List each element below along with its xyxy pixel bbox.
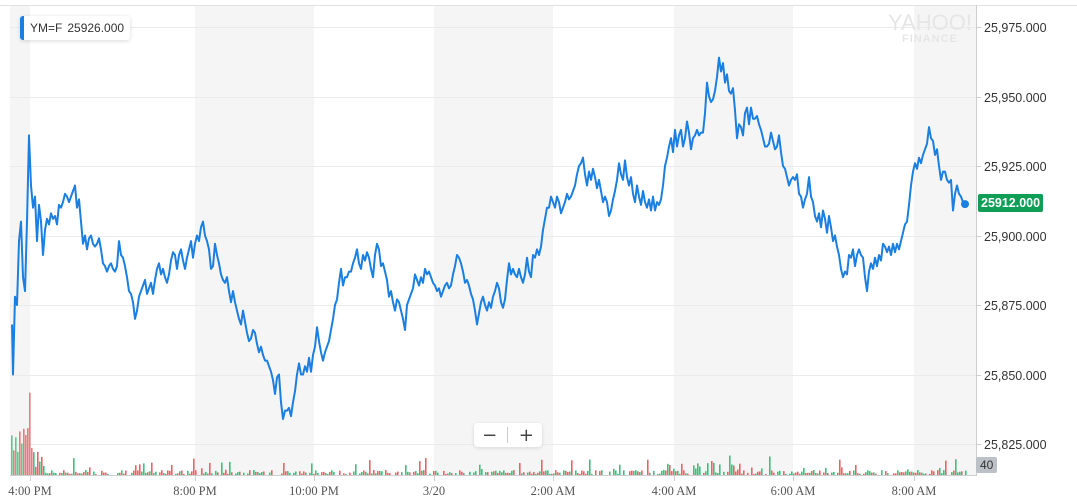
volume-scale-label: 40 bbox=[976, 457, 998, 473]
shaded-band bbox=[195, 6, 314, 476]
legend-symbol: YM=F bbox=[30, 21, 63, 35]
x-tick-marks bbox=[30, 476, 915, 481]
x-tick-label: 6:00 AM bbox=[770, 484, 816, 498]
shaded-band bbox=[434, 6, 553, 476]
y-tick-label: 25,950.000 bbox=[984, 90, 1047, 105]
zoom-out-button[interactable]: − bbox=[476, 425, 503, 446]
x-tick-label: 8:00 PM bbox=[173, 484, 217, 498]
y-tick-label: 25,975.000 bbox=[984, 20, 1047, 35]
y-tick-label: 25,900.000 bbox=[984, 229, 1047, 244]
zoom-separator bbox=[507, 427, 509, 443]
shaded-band bbox=[914, 6, 976, 476]
watermark-finance: FINANCE bbox=[902, 33, 958, 45]
yahoo-finance-watermark: YAHOO! FINANCE bbox=[888, 12, 972, 45]
zoom-in-button[interactable]: + bbox=[513, 425, 540, 446]
volume-bars bbox=[11, 392, 967, 475]
y-tick-label: 25,875.000 bbox=[984, 298, 1047, 313]
x-tick-label: 3/20 bbox=[422, 484, 446, 498]
legend-value: 25926.000 bbox=[67, 21, 125, 35]
x-tick-label: 10:00 PM bbox=[289, 484, 339, 498]
y-tick-label: 25,925.000 bbox=[984, 159, 1047, 174]
watermark-yahoo: YAHOO! bbox=[888, 10, 972, 35]
last-price-dot bbox=[961, 200, 969, 209]
x-tick-label: 4:00 PM bbox=[8, 484, 52, 498]
x-tick-label: 2:00 AM bbox=[530, 484, 576, 498]
x-tick-label: 4:00 AM bbox=[651, 484, 697, 498]
price-line bbox=[11, 56, 965, 420]
zoom-controls: − + bbox=[474, 423, 542, 447]
y-tick-label: 25,825.000 bbox=[984, 437, 1047, 452]
x-tick-label: 8:00 AM bbox=[891, 484, 937, 498]
series-color-swatch bbox=[20, 16, 24, 40]
shaded-band bbox=[674, 6, 793, 476]
y-tick-label: 25,850.000 bbox=[984, 368, 1047, 383]
series-legend[interactable]: YM=F 25926.000 bbox=[20, 16, 131, 40]
shaded-time-bands bbox=[10, 6, 976, 476]
last-price-badge: 25912.000 bbox=[978, 194, 1044, 212]
